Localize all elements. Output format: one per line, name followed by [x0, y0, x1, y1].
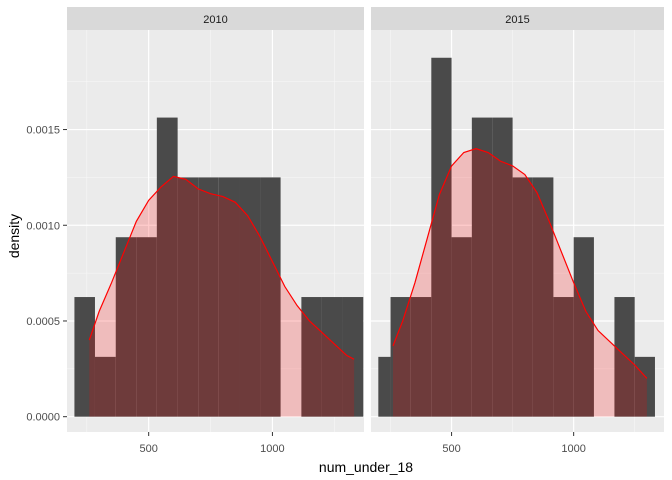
histogram-bar — [198, 177, 219, 417]
histogram-bar — [532, 177, 554, 417]
histogram-bar — [553, 297, 574, 417]
histogram-bar — [390, 297, 411, 417]
density-area — [392, 148, 647, 417]
x-tick-label: 500 — [442, 443, 460, 455]
y-tick-label: 0.0010 — [26, 220, 60, 232]
density-area — [89, 176, 355, 417]
facet-strip — [371, 7, 664, 30]
histogram-bar — [177, 177, 199, 417]
panels-layer: 2010 2015 — [67, 7, 664, 432]
histogram-bar — [218, 177, 240, 417]
histogram-bar — [471, 117, 493, 417]
histogram-bar — [614, 297, 635, 417]
histogram-bar — [451, 237, 472, 417]
y-axis-title: density — [6, 214, 22, 258]
histogram-bar — [156, 117, 178, 417]
histogram-bar — [410, 297, 432, 417]
x-axis: 500 1000 500 1000 — [139, 432, 586, 455]
x-tick-label: 1000 — [260, 443, 284, 455]
density-line — [88, 175, 355, 360]
density-line — [392, 148, 648, 379]
facet-panel-2010: 2010 — [67, 7, 364, 432]
histogram-bar — [342, 297, 364, 417]
x-tick-label: 1000 — [561, 443, 585, 455]
histogram-bar — [115, 237, 137, 417]
x-axis-title: num_under_18 — [319, 459, 413, 475]
histogram-bar — [260, 177, 281, 417]
histogram-bar — [512, 177, 533, 417]
y-tick-label: 0.0015 — [26, 125, 60, 137]
facet-strip-label: 2010 — [203, 14, 227, 26]
histogram-bar — [492, 117, 513, 417]
y-tick-label: 0.0000 — [26, 412, 60, 424]
histogram-bar — [431, 57, 452, 417]
histogram-bar — [573, 237, 594, 417]
histogram-bar — [378, 356, 391, 417]
facet-strip — [67, 7, 364, 30]
x-tick-label: 500 — [139, 443, 157, 455]
histogram-bar — [136, 237, 157, 417]
facet-strip-label: 2015 — [505, 14, 529, 26]
histogram-bar — [239, 177, 261, 417]
y-tick-label: 0.0005 — [26, 316, 60, 328]
y-axis: 0.0000 0.0005 0.0010 0.0015 — [26, 125, 67, 424]
histogram-bar — [74, 297, 95, 417]
histogram-bar — [321, 297, 343, 417]
histogram-bar — [634, 356, 655, 417]
facet-panel-2015: 2015 — [371, 7, 664, 432]
histogram-bar — [94, 356, 116, 417]
